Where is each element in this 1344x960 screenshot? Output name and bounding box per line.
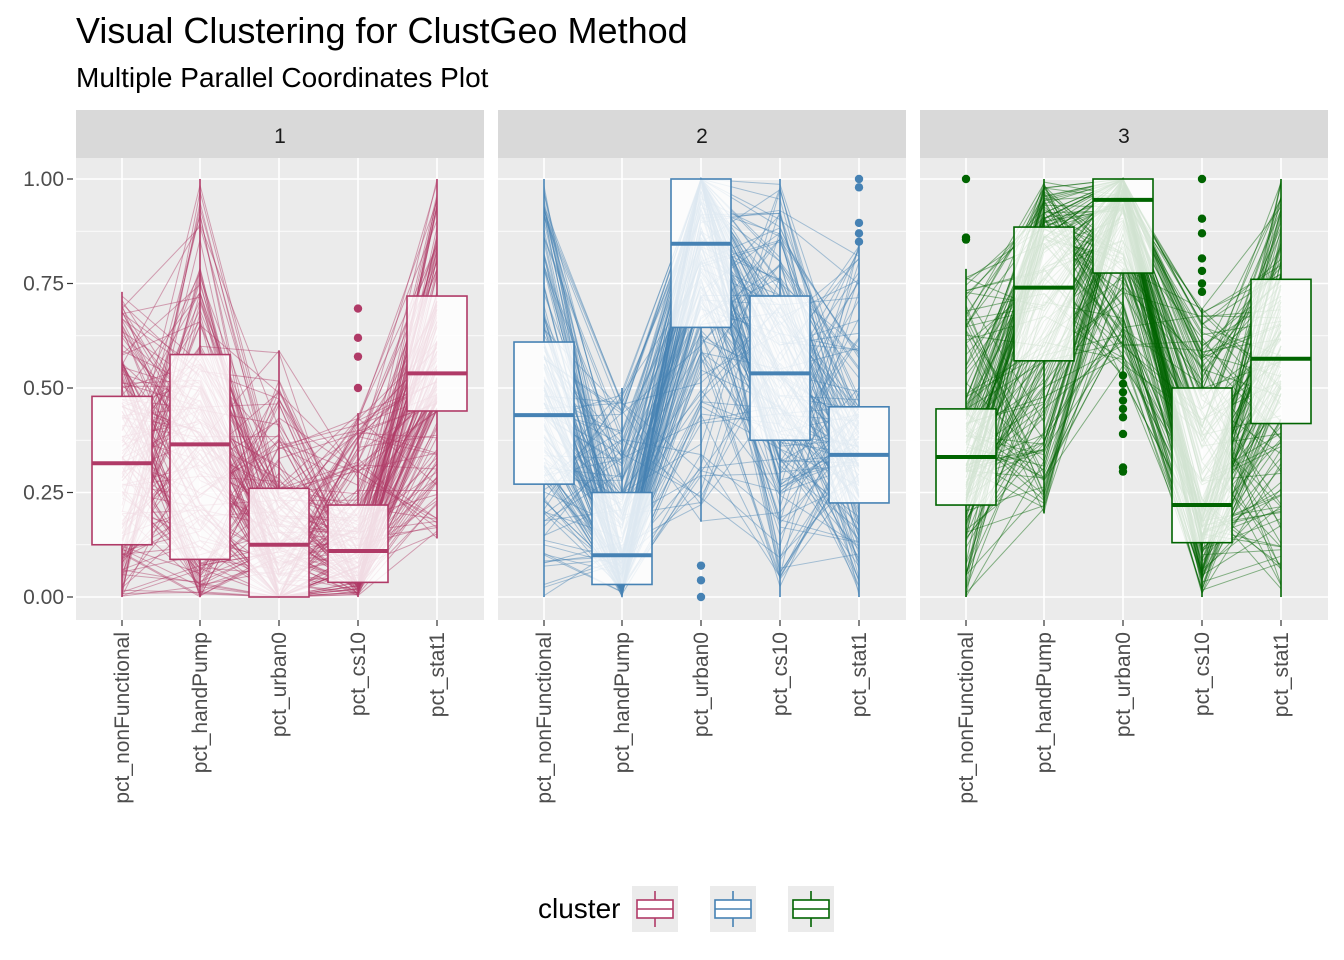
x-tick-label: pct_nonFunctional	[533, 632, 556, 804]
outlier-point	[1118, 413, 1128, 422]
x-tick-label: pct_handPump	[611, 632, 634, 773]
legend-key-cluster-1	[632, 886, 679, 932]
box	[1250, 278, 1312, 425]
facet-strip	[76, 110, 484, 158]
facet-strip	[920, 110, 1328, 158]
panel-2: 2 pct_nonFunctional pct_handPump pct_urban0…	[498, 110, 906, 804]
facet-strip-label: 3	[1118, 125, 1130, 148]
box	[248, 487, 310, 598]
outlier-point	[961, 233, 971, 242]
box	[1092, 178, 1154, 274]
outlier-point	[854, 229, 864, 238]
outlier-point	[1118, 387, 1128, 397]
outlier-point	[854, 183, 864, 192]
boxplot-pct_cs10	[749, 179, 811, 597]
boxplot-pct_handPump	[591, 388, 653, 597]
outlier-point	[1118, 396, 1128, 405]
outlier-point	[1197, 254, 1207, 263]
outlier-point	[353, 333, 363, 343]
y-tick-label: 0.75	[23, 273, 64, 296]
boxplot-pct_stat1	[1250, 179, 1312, 597]
legend-key-cluster-2	[710, 886, 757, 932]
outlier-point	[854, 237, 864, 246]
boxplot-pct_urban0	[1092, 178, 1154, 476]
outlier-point	[696, 576, 706, 585]
outlier-point	[1118, 463, 1128, 472]
outlier-point	[1118, 404, 1128, 414]
boxplot-pct_urban0	[670, 178, 732, 602]
panel-1: 1 pct_nonFunctional pct_handPump pct_urban0…	[76, 110, 484, 804]
chart-subtitle: Multiple Parallel Coordinates Plot	[76, 62, 489, 93]
outlier-point	[353, 383, 363, 393]
legend-title: cluster	[538, 893, 621, 924]
x-tick-label: pct_nonFunctional	[955, 632, 978, 804]
boxplot-pct_urban0	[248, 350, 310, 598]
box	[91, 395, 153, 546]
boxplot-pct_cs10	[327, 304, 389, 597]
panel-3: 3 pct_nonFunctional pct_handPump pct_urban0…	[920, 110, 1328, 804]
outlier-point	[1118, 371, 1128, 380]
box	[591, 491, 653, 586]
chart-plot: 0.00 0.25 0.50 0.75 1.00 1 pct_nonFunctional pc…	[23, 110, 1328, 804]
outlier-point	[1197, 266, 1207, 276]
boxplot-pct_stat1	[406, 179, 468, 539]
box	[327, 504, 389, 584]
outlier-point	[696, 561, 706, 570]
outlier-point	[1118, 379, 1128, 389]
facet-strip-label: 1	[274, 125, 286, 148]
outlier-point	[353, 304, 363, 313]
y-tick-label: 0.00	[23, 586, 64, 609]
boxplot-pct_nonFunctional	[513, 179, 575, 597]
box	[670, 178, 732, 329]
outlier-point	[961, 174, 971, 184]
x-tick-label: pct_urban0	[268, 632, 291, 737]
x-tick-label: pct_cs10	[1191, 632, 1214, 716]
outlier-point	[1197, 214, 1207, 223]
legend: cluster	[538, 886, 866, 932]
x-tick-label: pct_handPump	[189, 632, 212, 773]
boxplot-pct_handPump	[169, 179, 231, 597]
outlier-point	[353, 352, 363, 361]
box	[1013, 226, 1075, 362]
boxplot-pct_stat1	[828, 174, 890, 597]
x-tick-label: pct_stat1	[426, 632, 449, 717]
facet-strip-label: 2	[696, 125, 708, 148]
outlier-point	[854, 174, 864, 184]
outlier-point	[854, 218, 864, 228]
x-tick-label: pct_urban0	[1112, 632, 1135, 737]
boxplot-pct_handPump	[1013, 179, 1075, 514]
outlier-point	[1197, 279, 1207, 288]
x-tick-label: pct_stat1	[848, 632, 871, 717]
y-tick-label: 0.25	[23, 482, 64, 505]
outlier-point	[696, 592, 706, 602]
outlier-point	[1197, 174, 1207, 184]
facet-strip	[498, 110, 906, 158]
boxplot-pct_nonFunctional	[935, 174, 997, 597]
outlier-point	[1197, 287, 1207, 297]
x-tick-label: pct_stat1	[1270, 632, 1293, 717]
box	[513, 341, 575, 485]
x-tick-label: pct_cs10	[347, 632, 370, 716]
y-tick-label: 1.00	[23, 168, 64, 191]
x-tick-label: pct_handPump	[1033, 632, 1056, 773]
legend-key-cluster-3	[788, 886, 835, 932]
box	[406, 295, 468, 412]
boxplot-pct_cs10	[1171, 174, 1233, 597]
box	[1171, 387, 1233, 544]
x-tick-label: pct_urban0	[690, 632, 713, 737]
x-tick-label: pct_cs10	[769, 632, 792, 716]
outlier-point	[1197, 229, 1207, 238]
box	[169, 353, 231, 561]
outlier-point	[1118, 429, 1128, 439]
y-tick-label: 0.50	[23, 377, 64, 400]
chart-title: Visual Clustering for ClustGeo Method	[76, 10, 688, 51]
box	[749, 295, 811, 442]
x-tick-label: pct_nonFunctional	[111, 632, 134, 804]
boxplot-pct_nonFunctional	[91, 291, 153, 597]
